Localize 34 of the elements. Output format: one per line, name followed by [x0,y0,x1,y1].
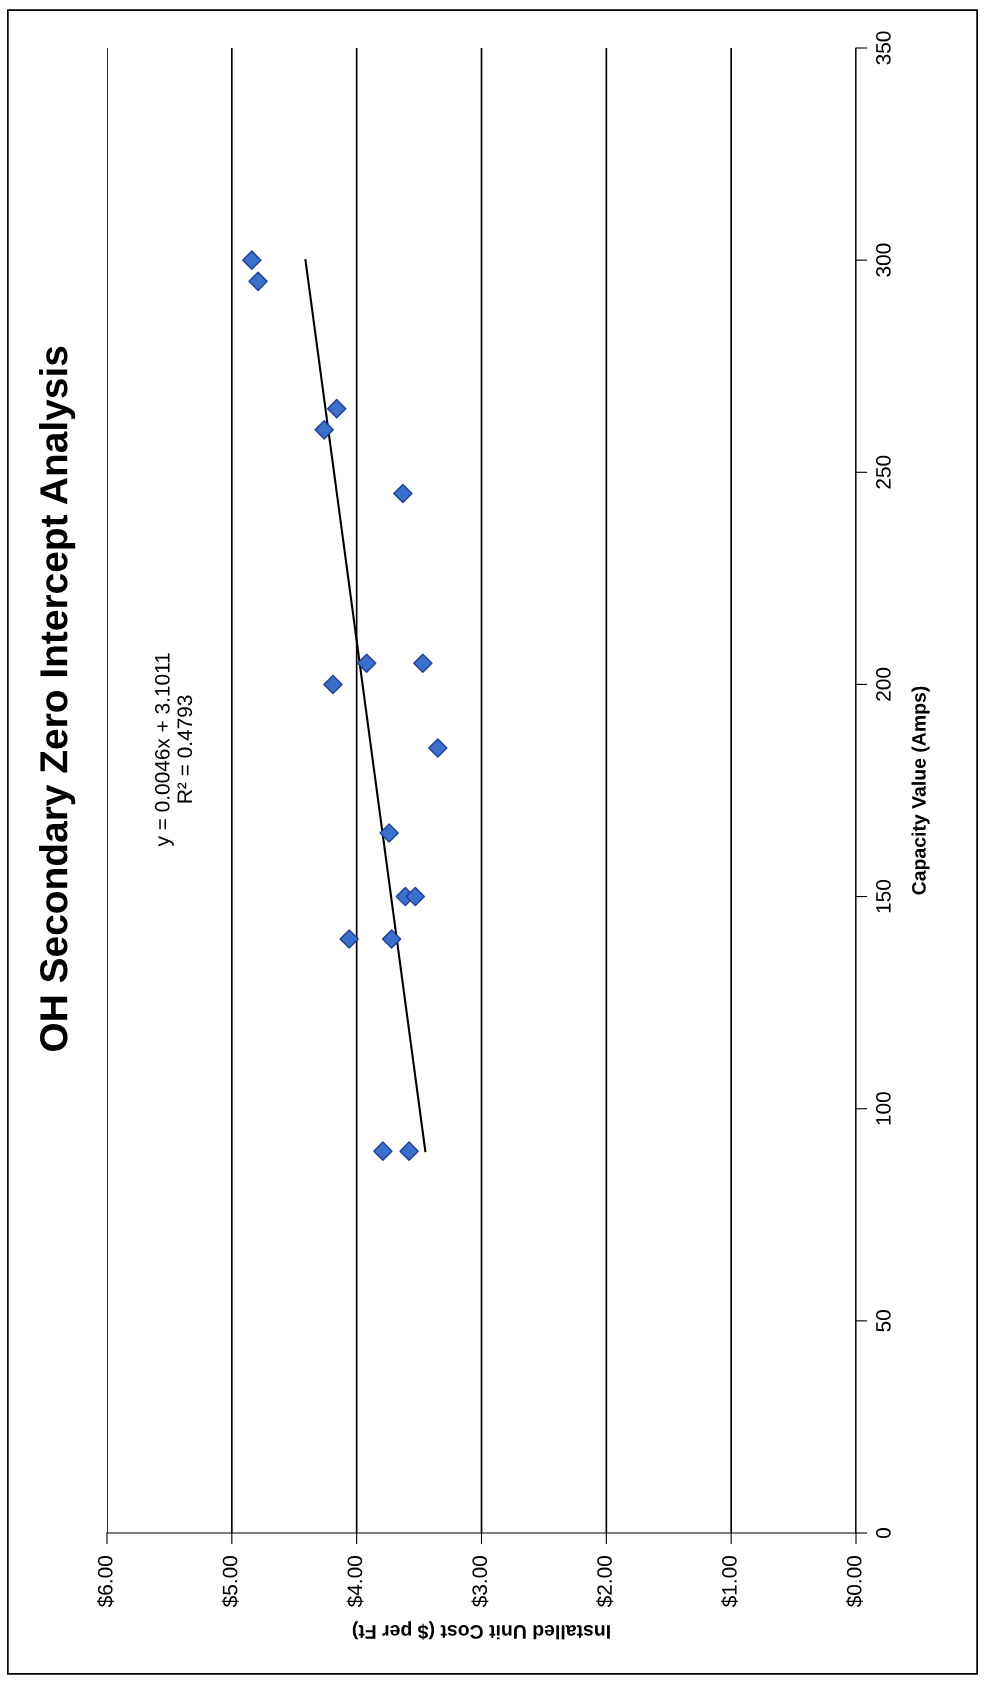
y-axis-title: Capacity Value (Amps) [911,686,930,895]
x-tick-label: $5.00 [221,1556,239,1608]
point [314,420,334,440]
point [428,738,448,758]
point [242,250,262,270]
y-tick-label: 50 [875,1310,891,1332]
point [323,674,343,695]
point [413,653,433,673]
x-tick-label: $0.00 [845,1556,863,1608]
x-tick-label: $3.00 [471,1556,489,1608]
y-tick-label: 250 [875,455,891,489]
point [399,1141,419,1161]
y-tick-label: 300 [875,243,891,277]
y-tick-label: 100 [875,1092,891,1125]
point [339,929,359,949]
y-tick-label: 200 [875,667,891,701]
point [381,929,402,949]
y-tick-label: 150 [875,880,891,913]
point [248,271,268,292]
point [326,398,347,419]
y-tick-label: 0 [875,1528,891,1538]
x-tick-label: $4.00 [346,1556,364,1608]
annotation: y = 0.0046x + 3.1011 R² = 0.4793 [154,653,193,847]
point [356,653,377,673]
x-axis-title: Installed Unit Cost ($ per Ft) [352,1621,610,1640]
x-tick-label: $6.00 [96,1556,114,1608]
text: OH Secondary Zero Intercept Analysis [39,346,76,1051]
y-tick-label: 350 [875,31,891,65]
x-tick-label: $1.00 [721,1556,738,1608]
point [393,483,413,504]
x-tick-label: $2.00 [596,1556,614,1608]
point [379,823,399,843]
point [405,886,426,907]
point [373,1141,393,1161]
